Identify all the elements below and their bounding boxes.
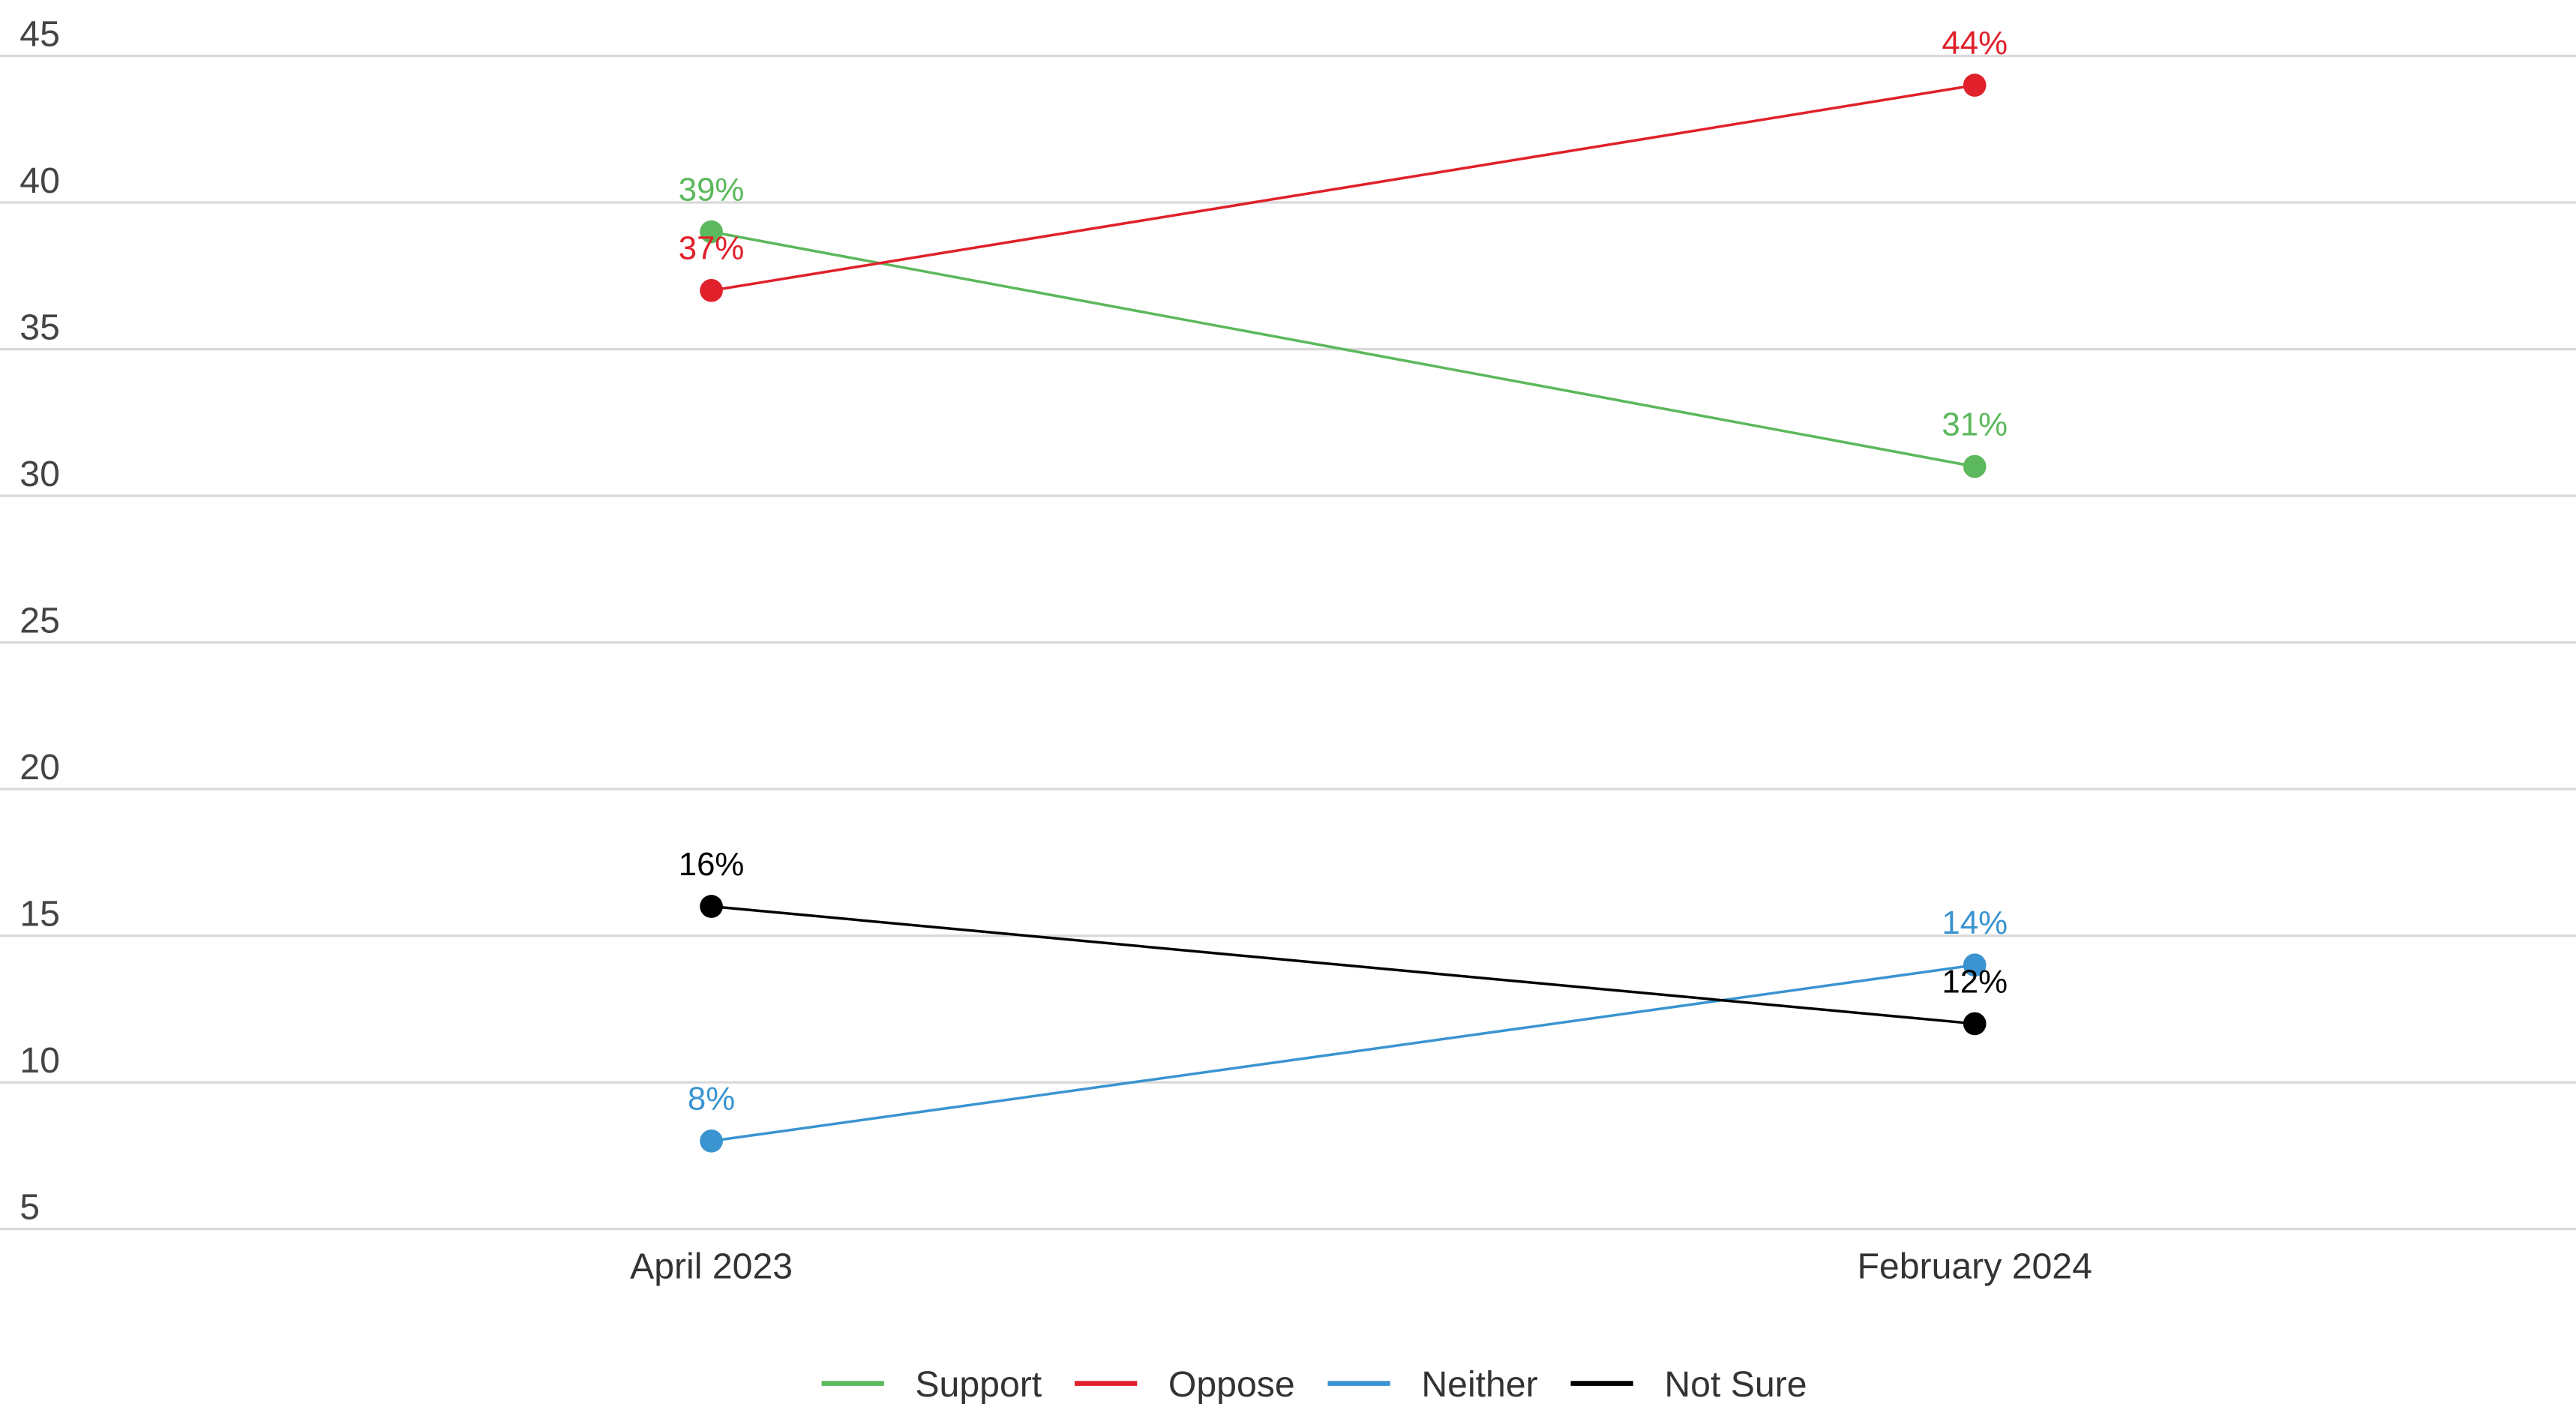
series-line [711,83,1975,292]
data-label: 44% [1942,25,2008,62]
data-label: 37% [679,230,745,267]
legend-label: Neither [1421,1364,1537,1404]
data-label: 12% [1942,963,2008,1000]
y-tick-label: 35 [19,307,60,347]
y-tick-label: 10 [19,1040,60,1081]
data-point [1963,1012,1987,1036]
data-point [1963,953,1987,977]
data-label: 14% [1942,904,2008,941]
legend: Support Oppose Neither Not Sure [821,1364,1807,1404]
y-tick-label: 5 [19,1187,40,1228]
data-label: 39% [679,172,745,208]
data-point [1963,454,1987,478]
y-tick-label: 20 [19,747,60,788]
data-point [700,1130,723,1153]
x-tick-label: February 2024 [1857,1246,2092,1286]
y-tick-label: 45 [19,14,60,54]
series-line [711,230,1975,468]
y-tick-label: 40 [19,160,60,201]
data-label: 16% [679,846,745,883]
data-point [1963,74,1987,97]
data-point [700,220,723,244]
data-label: 31% [1942,406,2008,442]
y-tick-label: 15 [19,893,60,934]
series-line [711,963,1975,1143]
data-point [700,895,723,918]
data-point [700,279,723,302]
y-tick-label: 25 [19,600,60,640]
series-line [711,904,1975,1025]
legend-label: Oppose [1168,1364,1295,1404]
legend-label: Not Sure [1664,1364,1807,1404]
y-tick-label: 30 [19,454,60,494]
data-label: 8% [688,1081,735,1118]
x-tick-label: April 2023 [630,1246,793,1286]
legend-label: Support [915,1364,1042,1404]
